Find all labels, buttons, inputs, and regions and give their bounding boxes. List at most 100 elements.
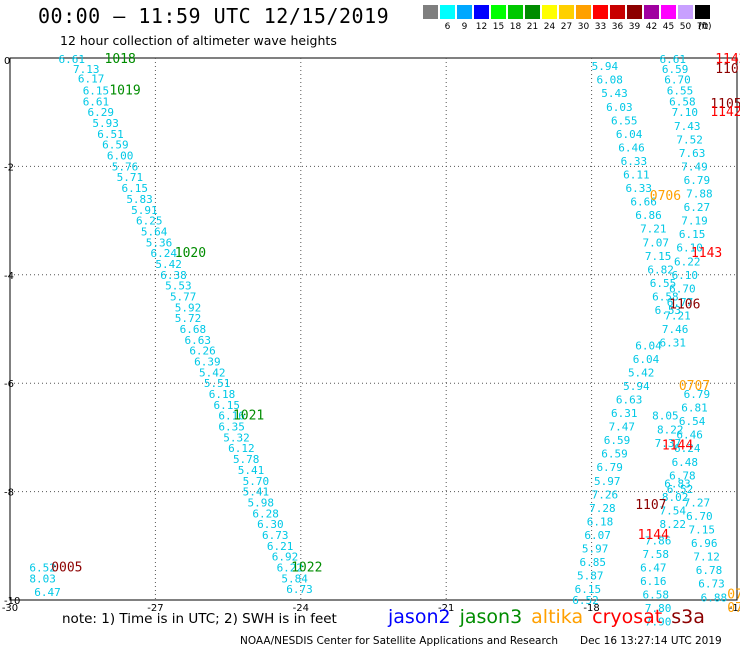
wave-height-value: 6.77 [667, 296, 694, 309]
wave-height-value: 7.54 [659, 505, 686, 518]
wave-height-value: 8.03 [29, 572, 55, 585]
wave-height-value: 6.79 [684, 388, 711, 401]
wave-height-value: 5.42 [628, 366, 655, 379]
wave-height-value: 6.73 [262, 529, 289, 542]
satellite-name-jason3: jason3 [459, 606, 523, 628]
wave-height-value: 5.70 [243, 475, 270, 488]
wave-height-value: 6.18 [587, 515, 614, 528]
wave-height-value: 6.70 [664, 74, 691, 87]
pass-number-label: 1019 [109, 84, 140, 99]
wave-height-value: 6.52 [667, 483, 694, 496]
legend-swatch [440, 5, 455, 19]
wave-height-value: 7.15 [689, 524, 716, 537]
legend-label: 12 [475, 22, 488, 32]
wave-height-value: 7.07 [642, 236, 669, 249]
wave-height-value: 7.28 [589, 502, 616, 515]
wave-height-value: 7.80 [645, 602, 672, 615]
legend-swatch [508, 5, 523, 19]
wave-height-value: 6.52 [572, 594, 599, 607]
legend-swatch [559, 5, 574, 19]
wave-height-value: 6.79 [684, 174, 711, 187]
pass-number-label: 1106 [669, 298, 700, 313]
pass-number-label: 1142 [710, 105, 740, 120]
wave-height-value: 6.61 [659, 53, 686, 66]
footnote: note: 1) Time is in UTC; 2) SWH is in fe… [62, 611, 337, 627]
wave-height-value: 6.26 [189, 345, 216, 358]
wave-height-value: 6.85 [579, 556, 606, 569]
wave-height-value: 6.33 [626, 182, 653, 195]
wave-height-value: 6.63 [184, 334, 211, 347]
wave-height-value: 5.87 [577, 570, 604, 583]
pass-number-label: 07 [727, 601, 740, 616]
wave-height-value: 6.52 [29, 561, 55, 574]
wave-height-value: 5.91 [131, 204, 158, 217]
wave-height-value: 6.46 [676, 429, 703, 442]
wave-height-value: 7.19 [681, 215, 708, 228]
wave-height-value: 6.04 [635, 339, 662, 352]
wave-height-value: 5.84 [281, 572, 308, 585]
wave-height-value: 5.41 [238, 464, 265, 477]
x-tick-label: -21 [438, 603, 454, 614]
wave-height-value: 6.96 [691, 537, 718, 550]
wave-height-value: 6.78 [696, 564, 723, 577]
x-tick-label: -15 [729, 603, 740, 614]
wave-height-value: 6.39 [194, 356, 221, 369]
wave-height-value: 6.79 [596, 461, 623, 474]
legend-swatch [678, 5, 693, 19]
legend-label: 27 [560, 22, 573, 32]
credit-line: NOAA/NESDIS Center for Satellite Applica… [240, 635, 558, 647]
wave-height-value: 7.26 [592, 488, 619, 501]
legend-swatch [474, 5, 489, 19]
plot-frame [9, 57, 738, 601]
legend-swatch [542, 5, 557, 19]
wave-height-value: 7.86 [645, 534, 672, 547]
wave-height-value: 5.42 [199, 366, 226, 379]
wave-height-value: 6.15 [679, 228, 706, 241]
wave-height-value: 5.92 [175, 301, 202, 314]
y-tick-label: -2 [4, 162, 14, 173]
chart-title: 00:00 – 11:59 UTC 12/15/2019 [38, 4, 390, 28]
chart-subtitle: 12 hour collection of altimeter wave hei… [60, 33, 337, 48]
wave-height-value: 5.64 [141, 225, 168, 238]
wave-height-value: 5.97 [594, 475, 621, 488]
wave-height-value: 7.43 [674, 120, 701, 133]
wave-height-value: 5.42 [155, 258, 182, 271]
wave-height-value: 6.70 [686, 510, 713, 523]
wave-height-value: 8.22 [659, 518, 686, 531]
pass-number-label: 1105 [710, 97, 740, 112]
wave-height-value: 6.28 [252, 507, 278, 520]
legend-label: 33 [594, 22, 607, 32]
wave-height-value: 6.55 [667, 85, 694, 98]
legend-swatch [593, 5, 608, 19]
wave-height-value: 6.04 [616, 128, 643, 141]
wave-height-value: 5.78 [233, 453, 259, 466]
wave-height-value: 7.37 [655, 437, 682, 450]
wave-height-value: 6.10 [672, 269, 699, 282]
wave-height-value: 6.53 [655, 304, 682, 317]
wave-height-value: 5.97 [582, 543, 609, 556]
x-tick-label: -27 [147, 603, 163, 614]
legend-swatch [576, 5, 591, 19]
wave-height-value: 6.54 [679, 415, 706, 428]
pass-number-label: 1144 [662, 439, 693, 454]
wave-height-value: 6.17 [78, 73, 105, 86]
wave-height-value: 6.24 [674, 442, 701, 455]
x-tick-label: -18 [583, 603, 599, 614]
wave-height-value: 6.55 [611, 114, 638, 127]
wave-height-value: 5.93 [92, 117, 119, 130]
wave-height-value: 7.12 [693, 551, 720, 564]
wave-height-value: 6.59 [662, 63, 689, 76]
wave-height-value: 6.29 [88, 106, 115, 119]
wave-height-value: 8.05 [652, 410, 679, 423]
wave-height-value: 6.58 [669, 95, 696, 108]
pass-number-label: 0005 [51, 560, 82, 575]
x-tick-label: -24 [293, 603, 309, 614]
wave-height-value: 6.16 [218, 410, 245, 423]
wave-height-value: 6.68 [180, 323, 207, 336]
wave-height-value: 7.52 [676, 133, 703, 146]
wave-height-value: 6.15 [121, 182, 147, 195]
wave-height-value: 7.47 [609, 421, 636, 434]
wave-height-value: 7.27 [684, 496, 711, 509]
wave-height-value: 6.04 [633, 353, 660, 366]
